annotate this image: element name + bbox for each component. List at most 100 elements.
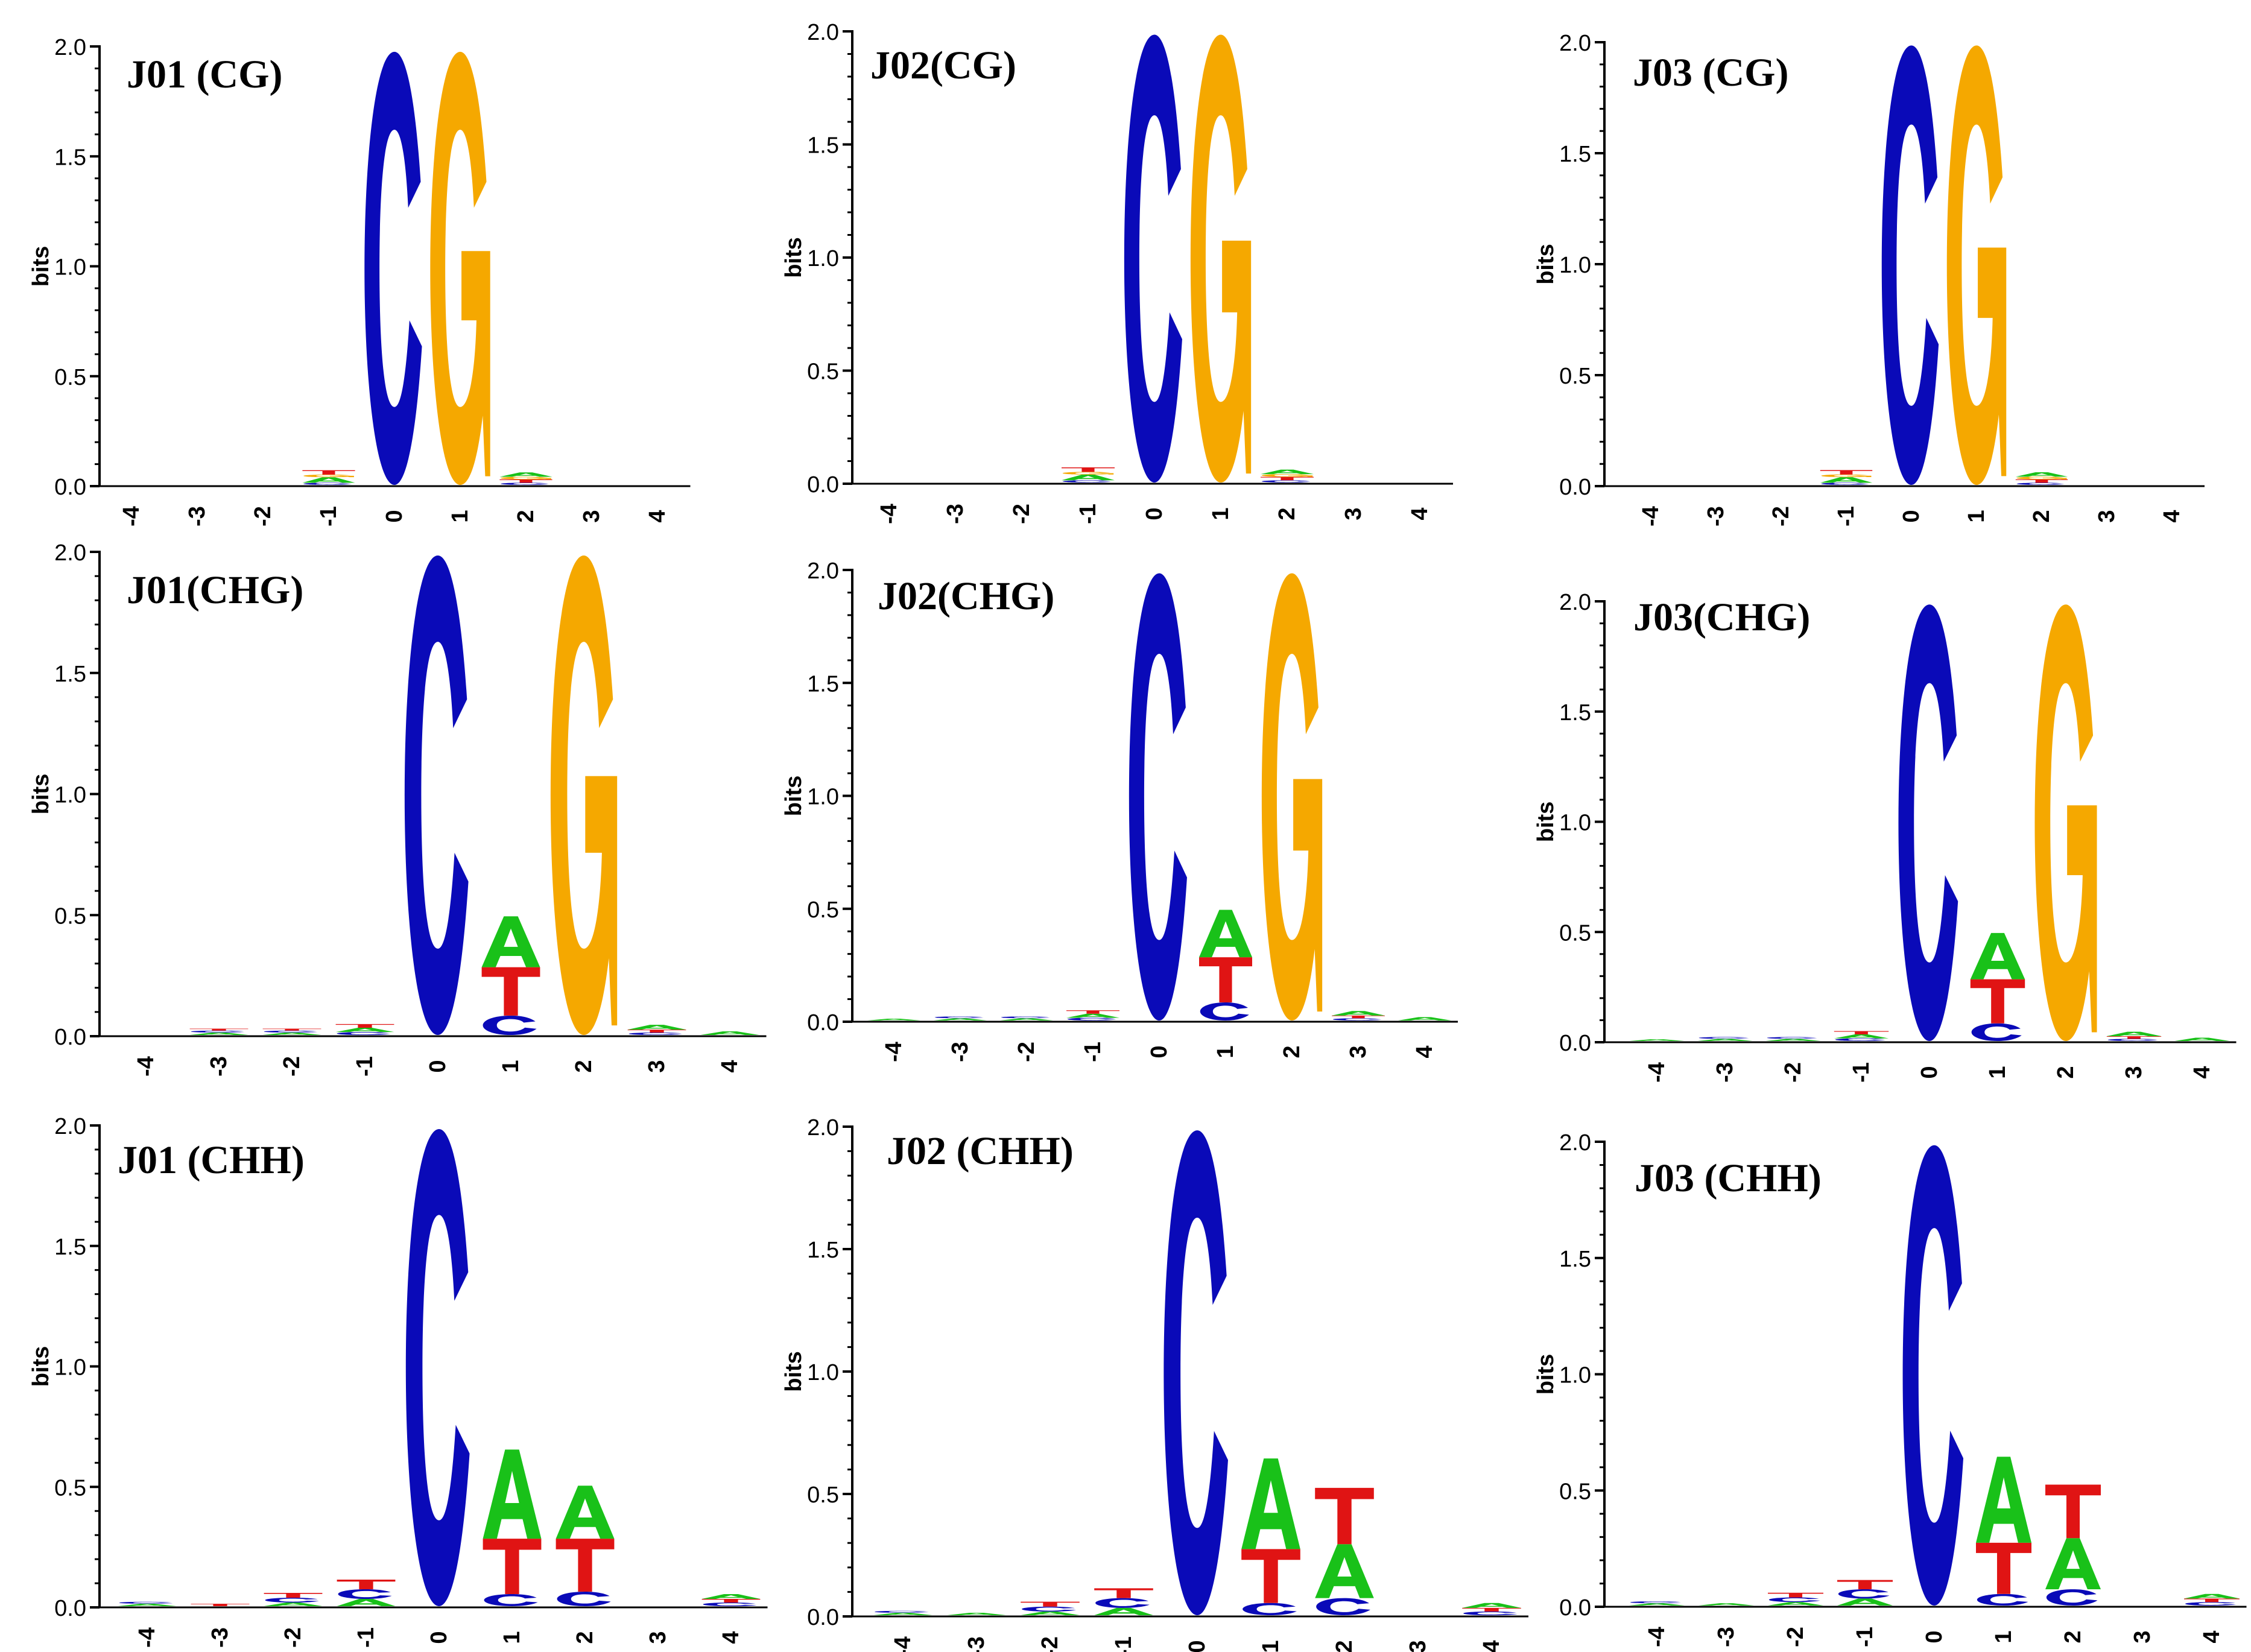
y-tick-label: 0.0: [807, 472, 839, 498]
logo-letter-a: [867, 1019, 920, 1021]
logo-letter-t: [1970, 979, 2025, 1024]
x-tick-label: 0: [1922, 1630, 1947, 1643]
x-tick-label: -3: [206, 1056, 232, 1077]
y-tick-label: 1.0: [807, 246, 839, 271]
logo-letter-c: [2185, 1602, 2237, 1606]
y-tick-label: 1.0: [54, 1355, 86, 1381]
logo-letter-a: [2174, 1037, 2230, 1041]
x-tick-label: 4: [2159, 510, 2185, 522]
x-tick-label: 0: [1142, 507, 1167, 520]
logo-letter-g: [430, 51, 490, 485]
logo-letter-t: [499, 479, 552, 483]
logo-letter-t: [1094, 1588, 1153, 1598]
logo-letter-g: [1261, 573, 1323, 1021]
x-tick-label: 0: [425, 1060, 451, 1072]
x-tick-label: 3: [1405, 1640, 1431, 1652]
x-tick-label: 2: [513, 510, 539, 522]
x-tick-label: 1: [1985, 1066, 2010, 1078]
x-tick-label: 3: [1346, 1045, 1371, 1058]
logo-letter-g: [1062, 472, 1114, 475]
logo-letter-t: [481, 967, 540, 1016]
y-tick-label: 1.5: [807, 671, 839, 697]
y-tick-label: 1.0: [807, 1360, 839, 1385]
logo-letter-t: [556, 1539, 615, 1592]
y-tick-label: 0.0: [54, 475, 86, 500]
x-tick-label: 2: [2029, 510, 2054, 522]
x-tick-label: 1: [1258, 1640, 1284, 1652]
x-tick-label: 0: [1147, 1045, 1172, 1058]
x-tick-label: 4: [645, 510, 670, 522]
logo-letter-c: [1022, 1606, 1076, 1612]
logo-letter-t: [483, 1539, 542, 1595]
logo-letter-c: [338, 1589, 392, 1600]
panel-title: J01(CHG): [127, 568, 303, 612]
y-tick-label: 1.0: [1559, 1363, 1591, 1388]
logo-letter-a: [2184, 1593, 2240, 1599]
y-tick-label: 0.5: [807, 897, 839, 923]
logo-letter-a: [1462, 1603, 1521, 1608]
logo-letter-c: [1835, 1038, 1885, 1041]
panel-title: J01 (CHH): [118, 1138, 305, 1182]
logo-letter-t: [1834, 1031, 1889, 1035]
logo-letter-a: [1629, 1039, 1685, 1041]
logo-letter-a: [1837, 1598, 1893, 1606]
x-tick-label: -1: [316, 506, 341, 527]
x-tick-label: 1: [1213, 1045, 1238, 1058]
logo-letter-a: [118, 1604, 177, 1606]
x-tick-label: 0: [1899, 510, 1924, 522]
x-tick-label: 2: [2060, 1630, 2086, 1643]
x-tick-label: -1: [1849, 1062, 1874, 1083]
logo-panel-1: 0.0 0.5 1.0 1.5 2.0 bits -4 -3 -2 -1 0 1 2 3 4 J01 (CG): [28, 35, 691, 527]
y-axis-label: bits: [1533, 802, 1559, 843]
logo-letter-t: [2184, 1598, 2240, 1603]
logo-letter-c: [1768, 1597, 1820, 1603]
panel-title: J02(CG): [870, 43, 1016, 87]
x-tick-label: -2: [250, 506, 276, 527]
logo-letter-t: [1062, 467, 1115, 472]
y-tick-label: 2.0: [807, 20, 839, 45]
y-axis-label: bits: [781, 237, 806, 278]
y-tick-label: 2.0: [54, 540, 86, 566]
logo-letter-c: [405, 1128, 470, 1606]
y-tick-label: 0.0: [54, 1596, 86, 1621]
y-axis-label: bits: [1533, 1354, 1559, 1395]
y-tick-label: 0.5: [807, 1483, 839, 1508]
logo-letter-c: [501, 483, 549, 485]
logo-letter-a: [556, 1486, 615, 1539]
logo-letter-a: [1970, 932, 2025, 979]
logo-letter-t: [189, 1028, 249, 1031]
logo-letter-a: [2015, 472, 2068, 477]
panel-title: J01 (CG): [127, 52, 282, 97]
x-tick-label: -1: [1075, 504, 1101, 524]
logo-letter-a: [337, 1599, 396, 1606]
logo-letter-a: [1629, 1603, 1685, 1606]
logo-letter-c: [1767, 1037, 1817, 1039]
x-tick-label: -2: [1037, 1636, 1063, 1652]
logo-letter-a: [1315, 1544, 1374, 1598]
logo-letter-t: [335, 1024, 394, 1028]
x-tick-label: 3: [2130, 1630, 2155, 1643]
logo-letter-c: [2046, 1589, 2098, 1606]
x-tick-label: -4: [890, 1636, 916, 1652]
x-tick-label: -4: [881, 1042, 907, 1062]
y-tick-label: 1.5: [54, 662, 86, 687]
logo-letter-g: [1946, 45, 2007, 486]
x-tick-label: -3: [1714, 1627, 1739, 1647]
logo-letter-a: [1066, 1013, 1119, 1018]
x-tick-label: -2: [1768, 506, 1794, 527]
logo-letter-t: [302, 470, 355, 475]
y-axis-label: bits: [28, 1346, 54, 1387]
logo-letter-t: [1768, 1592, 1823, 1598]
logo-letter-g: [1821, 474, 1872, 478]
x-tick-label: 0: [1917, 1066, 1942, 1078]
logo-letter-a: [262, 1032, 321, 1035]
logo-letter-g: [2016, 476, 2067, 479]
x-tick-label: 1: [1964, 510, 1989, 522]
x-tick-label: 1: [498, 1060, 524, 1072]
x-tick-label: -4: [1638, 506, 1664, 527]
y-tick-label: 0.5: [1559, 920, 1591, 946]
logo-letter-t: [2045, 1484, 2101, 1539]
y-tick-label: 1.0: [1559, 253, 1591, 278]
x-tick-label: 3: [1341, 507, 1366, 520]
logo-panel-3: 0.0 0.5 1.0 1.5 2.0 bits -4 -3 -2 -1 0 1 2 3 4 J03 (CG): [1533, 31, 2205, 527]
